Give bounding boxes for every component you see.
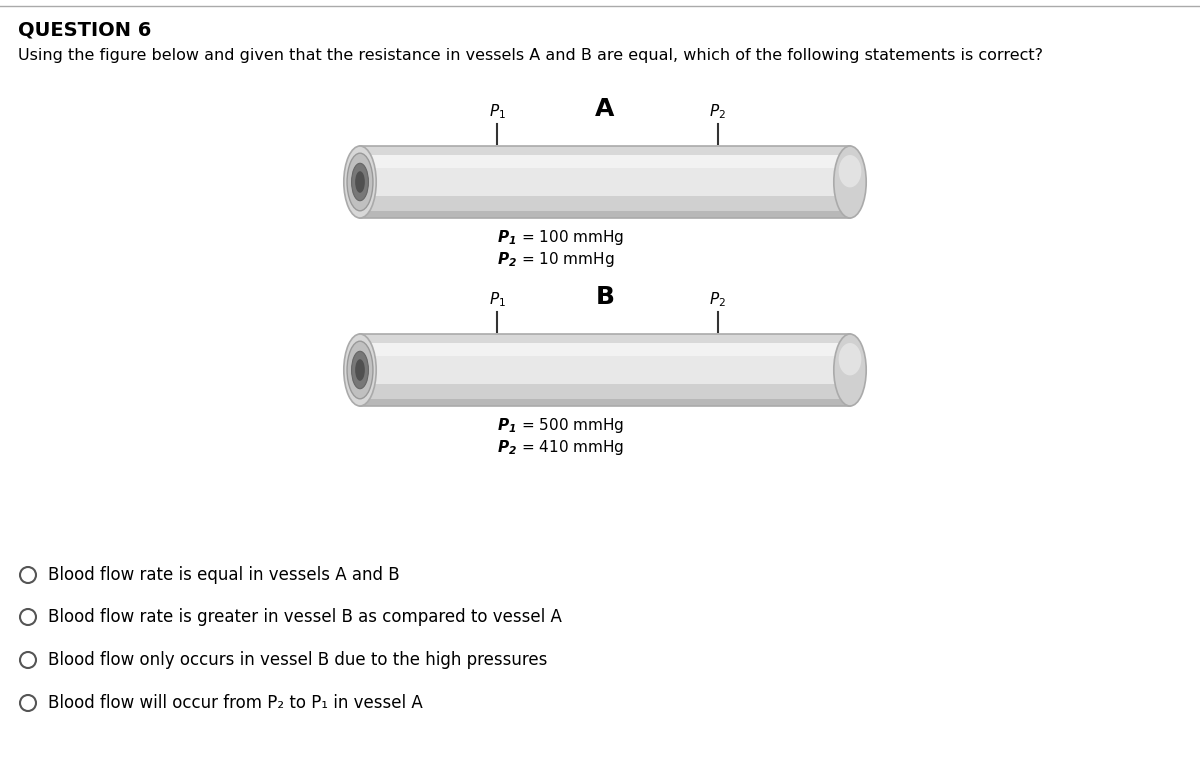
Ellipse shape [352, 163, 368, 201]
Text: Blood flow rate is equal in vessels A and B: Blood flow rate is equal in vessels A an… [48, 566, 400, 584]
Bar [360, 385, 850, 399]
Text: $\mathit{P}_2$: $\mathit{P}_2$ [709, 103, 726, 121]
Text: Blood flow rate is greater in vessel B as compared to vessel A: Blood flow rate is greater in vessel B a… [48, 608, 562, 626]
Bar [360, 168, 850, 196]
Bar [360, 211, 850, 218]
Text: $\mathit{P}_1$: $\mathit{P}_1$ [488, 103, 505, 121]
Ellipse shape [355, 171, 365, 193]
Bar [360, 154, 850, 168]
Ellipse shape [355, 359, 365, 381]
Text: B: B [595, 285, 614, 309]
Bar [360, 356, 850, 385]
Ellipse shape [352, 351, 368, 388]
Bar [360, 196, 850, 211]
Text: $\bfit{P}_1$ = 500 mmHg: $\bfit{P}_1$ = 500 mmHg [497, 416, 624, 435]
Text: $\bfit{P}_2$ = 410 mmHg: $\bfit{P}_2$ = 410 mmHg [497, 438, 624, 457]
Ellipse shape [839, 155, 862, 188]
Text: $\bfit{P}_1$ = 100 mmHg: $\bfit{P}_1$ = 100 mmHg [497, 228, 624, 247]
Text: Using the figure below and given that the resistance in vessels A and B are equa: Using the figure below and given that th… [18, 48, 1043, 63]
Bar [360, 343, 850, 356]
Text: QUESTION 6: QUESTION 6 [18, 20, 151, 39]
Ellipse shape [834, 146, 866, 218]
Text: Blood flow will occur from P₂ to P₁ in vessel A: Blood flow will occur from P₂ to P₁ in v… [48, 694, 422, 712]
Bar [360, 146, 850, 154]
Ellipse shape [344, 334, 377, 406]
Bar [360, 334, 850, 343]
Text: $\mathit{P}_2$: $\mathit{P}_2$ [709, 290, 726, 309]
Ellipse shape [347, 154, 373, 211]
Ellipse shape [347, 341, 373, 399]
Bar [360, 399, 850, 406]
Text: A: A [595, 97, 614, 121]
Ellipse shape [834, 334, 866, 406]
Ellipse shape [839, 343, 862, 375]
Ellipse shape [344, 146, 377, 218]
Text: Blood flow only occurs in vessel B due to the high pressures: Blood flow only occurs in vessel B due t… [48, 651, 547, 669]
Text: $\bfit{P}_2$ = 10 mmHg: $\bfit{P}_2$ = 10 mmHg [497, 250, 614, 269]
Text: $\mathit{P}_1$: $\mathit{P}_1$ [488, 290, 505, 309]
